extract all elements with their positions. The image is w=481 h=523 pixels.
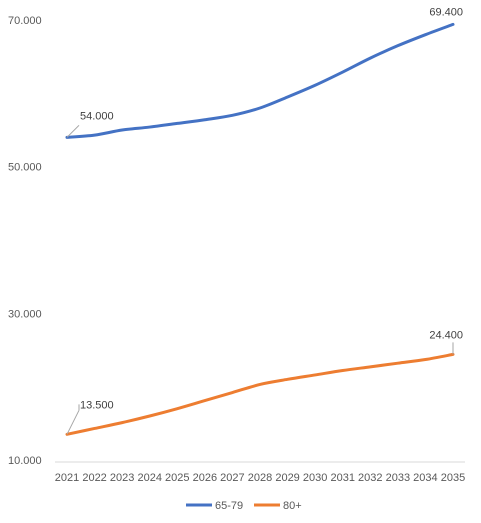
y-tick-label: 50.000	[8, 162, 42, 174]
x-tick-label: 2024	[137, 472, 161, 484]
legend-label: 65-79	[215, 500, 243, 512]
legend: 65-79 80+	[186, 500, 302, 512]
x-tick-label: 2030	[303, 472, 327, 484]
data-label: 69.400	[429, 6, 463, 18]
data-label: 13.500	[80, 399, 114, 411]
leader-line	[66, 410, 80, 435]
x-tick-label: 2029	[275, 472, 299, 484]
x-tick-label: 2028	[248, 472, 272, 484]
x-tick-label: 2023	[110, 472, 134, 484]
x-axis-ticks: 2021 2022 2023 2024 2025 2026 2027 2028 2029 2030…	[55, 472, 465, 484]
x-tick-label: 2021	[55, 472, 79, 484]
x-tick-label: 2026	[193, 472, 217, 484]
x-tick-label: 2032	[358, 472, 382, 484]
y-tick-label: 10.000	[8, 455, 42, 467]
x-tick-label: 2027	[220, 472, 244, 484]
y-tick-label: 30.000	[8, 308, 42, 320]
x-tick-label: 2035	[441, 472, 465, 484]
leader-line	[66, 124, 80, 138]
series-layer	[65, 22, 455, 436]
y-axis-ticks: 10.000 30.000 50.000 70.000	[8, 15, 42, 467]
data-labels: 54.000 69.400 13.500 24.400	[66, 6, 463, 435]
y-tick-label: 70.000	[8, 15, 42, 27]
legend-label: 80+	[283, 500, 302, 512]
series-line-1	[65, 352, 455, 436]
x-tick-label: 2025	[165, 472, 189, 484]
x-tick-label: 2022	[82, 472, 106, 484]
data-label: 24.400	[429, 329, 463, 341]
x-tick-label: 2034	[413, 472, 437, 484]
series-line-0	[65, 22, 455, 139]
x-tick-label: 2033	[386, 472, 410, 484]
data-label: 54.000	[80, 110, 114, 122]
x-tick-label: 2031	[330, 472, 354, 484]
